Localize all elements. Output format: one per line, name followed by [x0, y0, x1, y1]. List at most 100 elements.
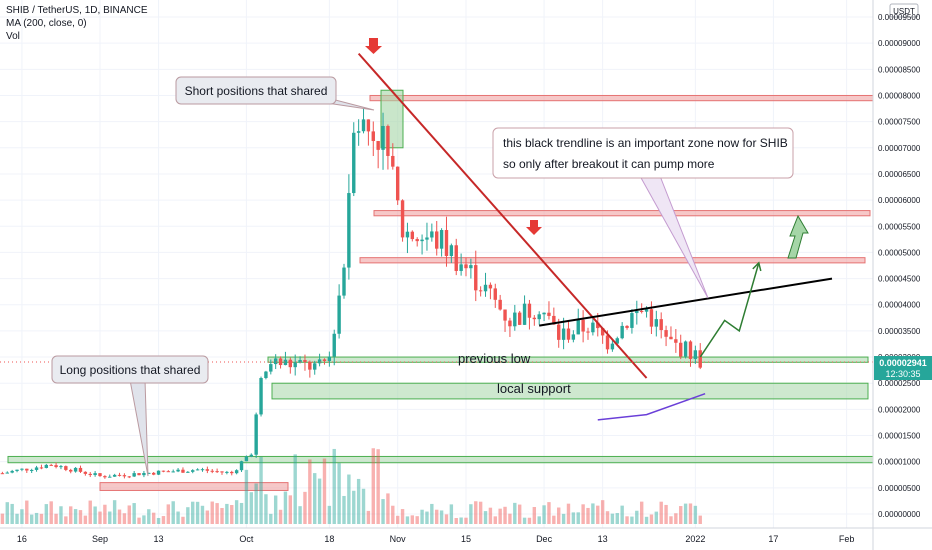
candle-body — [69, 469, 73, 472]
candle-body — [488, 284, 493, 289]
volume-bar — [381, 499, 385, 524]
candle-body — [151, 472, 156, 475]
candle-body — [435, 231, 439, 249]
candle-body — [376, 141, 380, 150]
candle-body — [415, 239, 419, 242]
candle-body — [293, 362, 297, 368]
price-tick-label: 0.00008500 — [878, 65, 921, 74]
volume-bar — [186, 507, 190, 524]
volume-bar — [552, 515, 556, 524]
candle-body — [386, 125, 390, 156]
candle-body — [542, 312, 546, 315]
candle-body — [498, 299, 502, 310]
candle-body — [625, 325, 629, 328]
candle-body — [635, 310, 639, 314]
volume-bar — [171, 501, 175, 524]
volume-bar — [517, 504, 522, 524]
candle-body — [610, 343, 615, 350]
candle-body — [371, 131, 375, 142]
volume-bar — [683, 503, 688, 524]
time-tick-label: 16 — [17, 534, 27, 544]
candle-body — [64, 466, 68, 470]
long-callout-text: Long positions that shared — [60, 363, 201, 377]
candle-body — [137, 473, 141, 476]
candle-body — [283, 359, 288, 366]
volume-bar — [147, 509, 151, 524]
candle-body — [347, 193, 351, 268]
price-zone — [373, 210, 871, 217]
volume-bar — [259, 456, 263, 524]
candle-body — [698, 350, 702, 368]
volume-bar — [386, 493, 390, 524]
volume-bar — [654, 511, 659, 524]
volume-bar — [591, 503, 595, 524]
price-tick-label: 0.00004500 — [878, 275, 921, 284]
candle-body — [576, 319, 580, 335]
ma-legend[interactable]: MA (200, close, 0) — [6, 18, 87, 29]
volume-bar — [430, 503, 434, 524]
short-callout-box — [175, 76, 337, 105]
candle-body — [517, 312, 522, 325]
candle-body — [683, 341, 688, 357]
candle-body — [59, 466, 63, 468]
long-callout-box — [51, 355, 209, 384]
candle-body — [103, 476, 107, 478]
volume-bar — [239, 502, 244, 524]
price-tick-label: 0.00007500 — [878, 118, 921, 127]
candle-body — [688, 341, 693, 359]
candle-body — [513, 312, 517, 327]
candle-body — [225, 471, 229, 473]
volume-bar — [439, 510, 444, 524]
volume-bar — [313, 473, 317, 524]
volume-bar — [581, 504, 585, 524]
volume-bar — [693, 505, 698, 524]
volume-bar — [249, 492, 253, 524]
volume-bar — [410, 515, 415, 524]
volume-bar — [142, 515, 146, 524]
volume-bar — [64, 516, 68, 524]
volume-bar — [156, 517, 161, 524]
volume-bar — [322, 458, 327, 524]
candle-body — [10, 470, 14, 473]
candle-body — [537, 314, 541, 320]
vol-legend[interactable]: Vol — [6, 31, 20, 42]
candle-body — [132, 473, 136, 477]
volume-bar — [210, 501, 214, 524]
volume-bar — [474, 501, 478, 524]
volume-bar — [137, 517, 141, 524]
candle-body — [147, 472, 151, 474]
short-positions-callout: Short positions that shared — [175, 76, 375, 111]
volume-bar — [625, 516, 629, 524]
price-tick-label: 0.00006500 — [878, 170, 921, 179]
volume-bar — [308, 459, 312, 524]
volume-bar — [449, 504, 454, 524]
trendline-note-line-2: so only after breakout it can pump more — [503, 157, 715, 171]
candle-body — [88, 473, 92, 476]
candle-body — [639, 310, 644, 312]
candle-body — [483, 284, 488, 292]
price-tick-label: 0.00002000 — [878, 405, 921, 414]
candle-body — [54, 465, 58, 468]
currency-badge[interactable] — [889, 3, 919, 18]
volume-bar — [659, 501, 663, 524]
volume-bar — [537, 516, 541, 524]
time-tick-label: Dec — [536, 534, 553, 544]
volume-bar — [108, 511, 112, 524]
volume-bar — [361, 488, 366, 524]
candle-body — [508, 320, 512, 327]
candle-body — [0, 473, 5, 475]
candle-body — [171, 471, 175, 473]
candle-body — [395, 166, 400, 201]
volume-bar — [273, 495, 278, 524]
candle-body — [264, 371, 268, 379]
volume-bar — [459, 517, 463, 524]
volume-bar — [244, 469, 249, 524]
volume-bar — [542, 505, 546, 524]
candle-body — [313, 363, 317, 370]
time-tick-label: 18 — [324, 534, 334, 544]
symbol-legend[interactable]: SHIB / TetherUS, 1D, BINANCE — [6, 5, 148, 16]
candle-body — [234, 470, 239, 474]
volume-bar — [644, 516, 649, 524]
time-tick-label: Feb — [839, 534, 855, 544]
